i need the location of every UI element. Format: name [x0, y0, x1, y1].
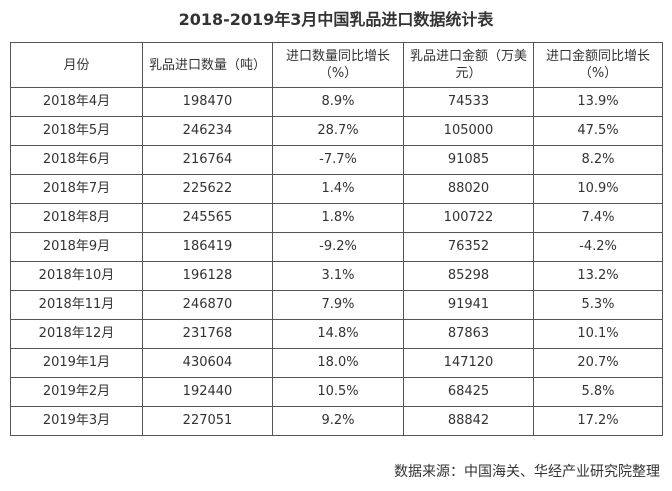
- cell-import-value: 88020: [403, 174, 534, 204]
- cell-volume-yoy: 10.5%: [272, 377, 404, 407]
- cell-month: 2018年7月: [10, 174, 143, 204]
- cell-import-volume: 192440: [142, 377, 273, 407]
- cell-volume-yoy: 14.8%: [272, 319, 404, 349]
- cell-volume-yoy: 28.7%: [272, 116, 404, 146]
- cell-month: 2019年2月: [10, 377, 143, 407]
- cell-month: 2018年9月: [10, 232, 143, 262]
- column-header-month: 月份: [10, 42, 143, 88]
- cell-value-yoy: 10.1%: [533, 319, 663, 349]
- table-row: 2018年5月 246234 28.7% 105000 47.5%: [10, 116, 663, 146]
- cell-import-value: 74533: [403, 87, 534, 117]
- cell-value-yoy: 5.3%: [533, 290, 663, 320]
- cell-import-value: 68425: [403, 377, 534, 407]
- cell-import-value: 91085: [403, 145, 534, 175]
- cell-import-volume: 245565: [142, 203, 273, 233]
- cell-import-value: 105000: [403, 116, 534, 146]
- cell-month: 2018年10月: [10, 261, 143, 291]
- cell-month: 2018年11月: [10, 290, 143, 320]
- cell-volume-yoy: -9.2%: [272, 232, 404, 262]
- table-row: 2019年1月 430604 18.0% 147120 20.7%: [10, 348, 663, 378]
- cell-import-volume: 246234: [142, 116, 273, 146]
- cell-volume-yoy: 7.9%: [272, 290, 404, 320]
- table-header: 月份 乳品进口数量（吨） 进口数量同比增长（%） 乳品进口金额（万美元） 进口金…: [10, 42, 663, 88]
- cell-volume-yoy: 1.4%: [272, 174, 404, 204]
- cell-month: 2018年6月: [10, 145, 143, 175]
- table-row: 2018年9月 186419 -9.2% 76352 -4.2%: [10, 232, 663, 262]
- cell-import-value: 76352: [403, 232, 534, 262]
- table-row: 2018年12月 231768 14.8% 87863 10.1%: [10, 319, 663, 349]
- cell-import-value: 147120: [403, 348, 534, 378]
- cell-month: 2018年12月: [10, 319, 143, 349]
- cell-import-value: 100722: [403, 203, 534, 233]
- cell-import-volume: 227051: [142, 406, 273, 436]
- table-row: 2018年4月 198470 8.9% 74533 13.9%: [10, 87, 663, 117]
- cell-month: 2018年4月: [10, 87, 143, 117]
- cell-import-volume: 430604: [142, 348, 273, 378]
- cell-value-yoy: -4.2%: [533, 232, 663, 262]
- cell-import-volume: 198470: [142, 87, 273, 117]
- table-row: 2018年11月 246870 7.9% 91941 5.3%: [10, 290, 663, 320]
- cell-import-volume: 231768: [142, 319, 273, 349]
- cell-value-yoy: 47.5%: [533, 116, 663, 146]
- table-row: 2019年2月 192440 10.5% 68425 5.8%: [10, 377, 663, 407]
- cell-import-volume: 186419: [142, 232, 273, 262]
- table-row: 2018年8月 245565 1.8% 100722 7.4%: [10, 203, 663, 233]
- cell-import-volume: 225622: [142, 174, 273, 204]
- cell-import-volume: 196128: [142, 261, 273, 291]
- cell-value-yoy: 13.9%: [533, 87, 663, 117]
- data-table: 月份 乳品进口数量（吨） 进口数量同比增长（%） 乳品进口金额（万美元） 进口金…: [10, 42, 663, 436]
- table-row: 2019年3月 227051 9.2% 88842 17.2%: [10, 406, 663, 436]
- cell-value-yoy: 17.2%: [533, 406, 663, 436]
- cell-volume-yoy: 9.2%: [272, 406, 404, 436]
- column-header-import-value: 乳品进口金额（万美元）: [403, 42, 534, 88]
- cell-import-value: 87863: [403, 319, 534, 349]
- column-header-import-volume: 乳品进口数量（吨）: [142, 42, 273, 88]
- cell-import-volume: 216764: [142, 145, 273, 175]
- cell-value-yoy: 10.9%: [533, 174, 663, 204]
- column-header-volume-yoy: 进口数量同比增长（%）: [272, 42, 404, 88]
- cell-month: 2018年8月: [10, 203, 143, 233]
- table-row: 2018年6月 216764 -7.7% 91085 8.2%: [10, 145, 663, 175]
- cell-volume-yoy: 18.0%: [272, 348, 404, 378]
- cell-import-value: 91941: [403, 290, 534, 320]
- data-source-note: 数据来源：中国海关、华经产业研究院整理: [394, 464, 660, 480]
- cell-volume-yoy: -7.7%: [272, 145, 404, 175]
- cell-volume-yoy: 1.8%: [272, 203, 404, 233]
- cell-value-yoy: 5.8%: [533, 377, 663, 407]
- cell-month: 2019年3月: [10, 406, 143, 436]
- page-title: 2018-2019年3月中国乳品进口数据统计表: [178, 10, 494, 29]
- cell-import-value: 88842: [403, 406, 534, 436]
- cell-volume-yoy: 8.9%: [272, 87, 404, 117]
- cell-value-yoy: 13.2%: [533, 261, 663, 291]
- cell-import-volume: 246870: [142, 290, 273, 320]
- column-header-value-yoy: 进口金额同比增长（%）: [533, 42, 663, 88]
- cell-volume-yoy: 3.1%: [272, 261, 404, 291]
- cell-value-yoy: 20.7%: [533, 348, 663, 378]
- cell-month: 2018年5月: [10, 116, 143, 146]
- table-row: 2018年10月 196128 3.1% 85298 13.2%: [10, 261, 663, 291]
- cell-month: 2019年1月: [10, 348, 143, 378]
- cell-import-value: 85298: [403, 261, 534, 291]
- cell-value-yoy: 7.4%: [533, 203, 663, 233]
- header-row: 月份 乳品进口数量（吨） 进口数量同比增长（%） 乳品进口金额（万美元） 进口金…: [10, 42, 663, 88]
- table-row: 2018年7月 225622 1.4% 88020 10.9%: [10, 174, 663, 204]
- table-body: 2018年4月 198470 8.9% 74533 13.9% 2018年5月 246234…: [10, 87, 663, 436]
- cell-value-yoy: 8.2%: [533, 145, 663, 175]
